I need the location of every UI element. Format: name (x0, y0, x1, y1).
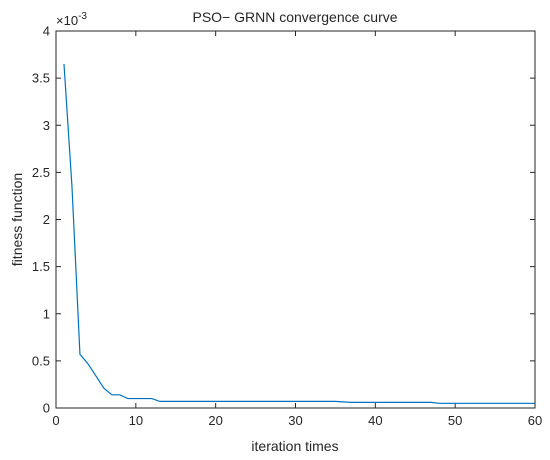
y-multiplier-exponent: -3 (78, 11, 87, 22)
y-tick-label: 3 (43, 118, 50, 133)
plot-frame (55, 30, 536, 409)
x-axis-label: iteration times (251, 438, 338, 454)
chart-title: PSO− GRNN convergence curve (192, 9, 397, 25)
x-tick-label: 0 (52, 413, 59, 428)
x-tick-label: 50 (448, 413, 462, 428)
y-tick-label: 1.5 (32, 259, 50, 274)
x-tick-label: 10 (129, 413, 143, 428)
x-tick-label: 30 (288, 413, 302, 428)
x-tick-label: 60 (528, 413, 542, 428)
y-axis-multiplier: ×10-3 (56, 11, 87, 28)
y-tick-label: 0.5 (32, 353, 50, 368)
x-tick-label: 20 (208, 413, 222, 428)
y-multiplier-base: ×10 (56, 13, 78, 28)
series-line (63, 63, 535, 404)
y-tick-label: 2.5 (32, 165, 50, 180)
y-tick-label: 4 (43, 24, 50, 39)
plot-area (56, 31, 535, 408)
ticks: 0 10 20 30 40 50 60 0 0.5 1 1.5 2 2.5 3 3.5 4 (32, 24, 542, 429)
y-tick-label: 1 (43, 306, 50, 321)
x-tick-label: 40 (368, 413, 382, 428)
y-tick-label: 2 (43, 212, 50, 227)
y-tick-label: 0 (43, 401, 50, 416)
y-axis-label: fitness function (9, 173, 25, 266)
y-tick-label: 3.5 (32, 71, 50, 86)
